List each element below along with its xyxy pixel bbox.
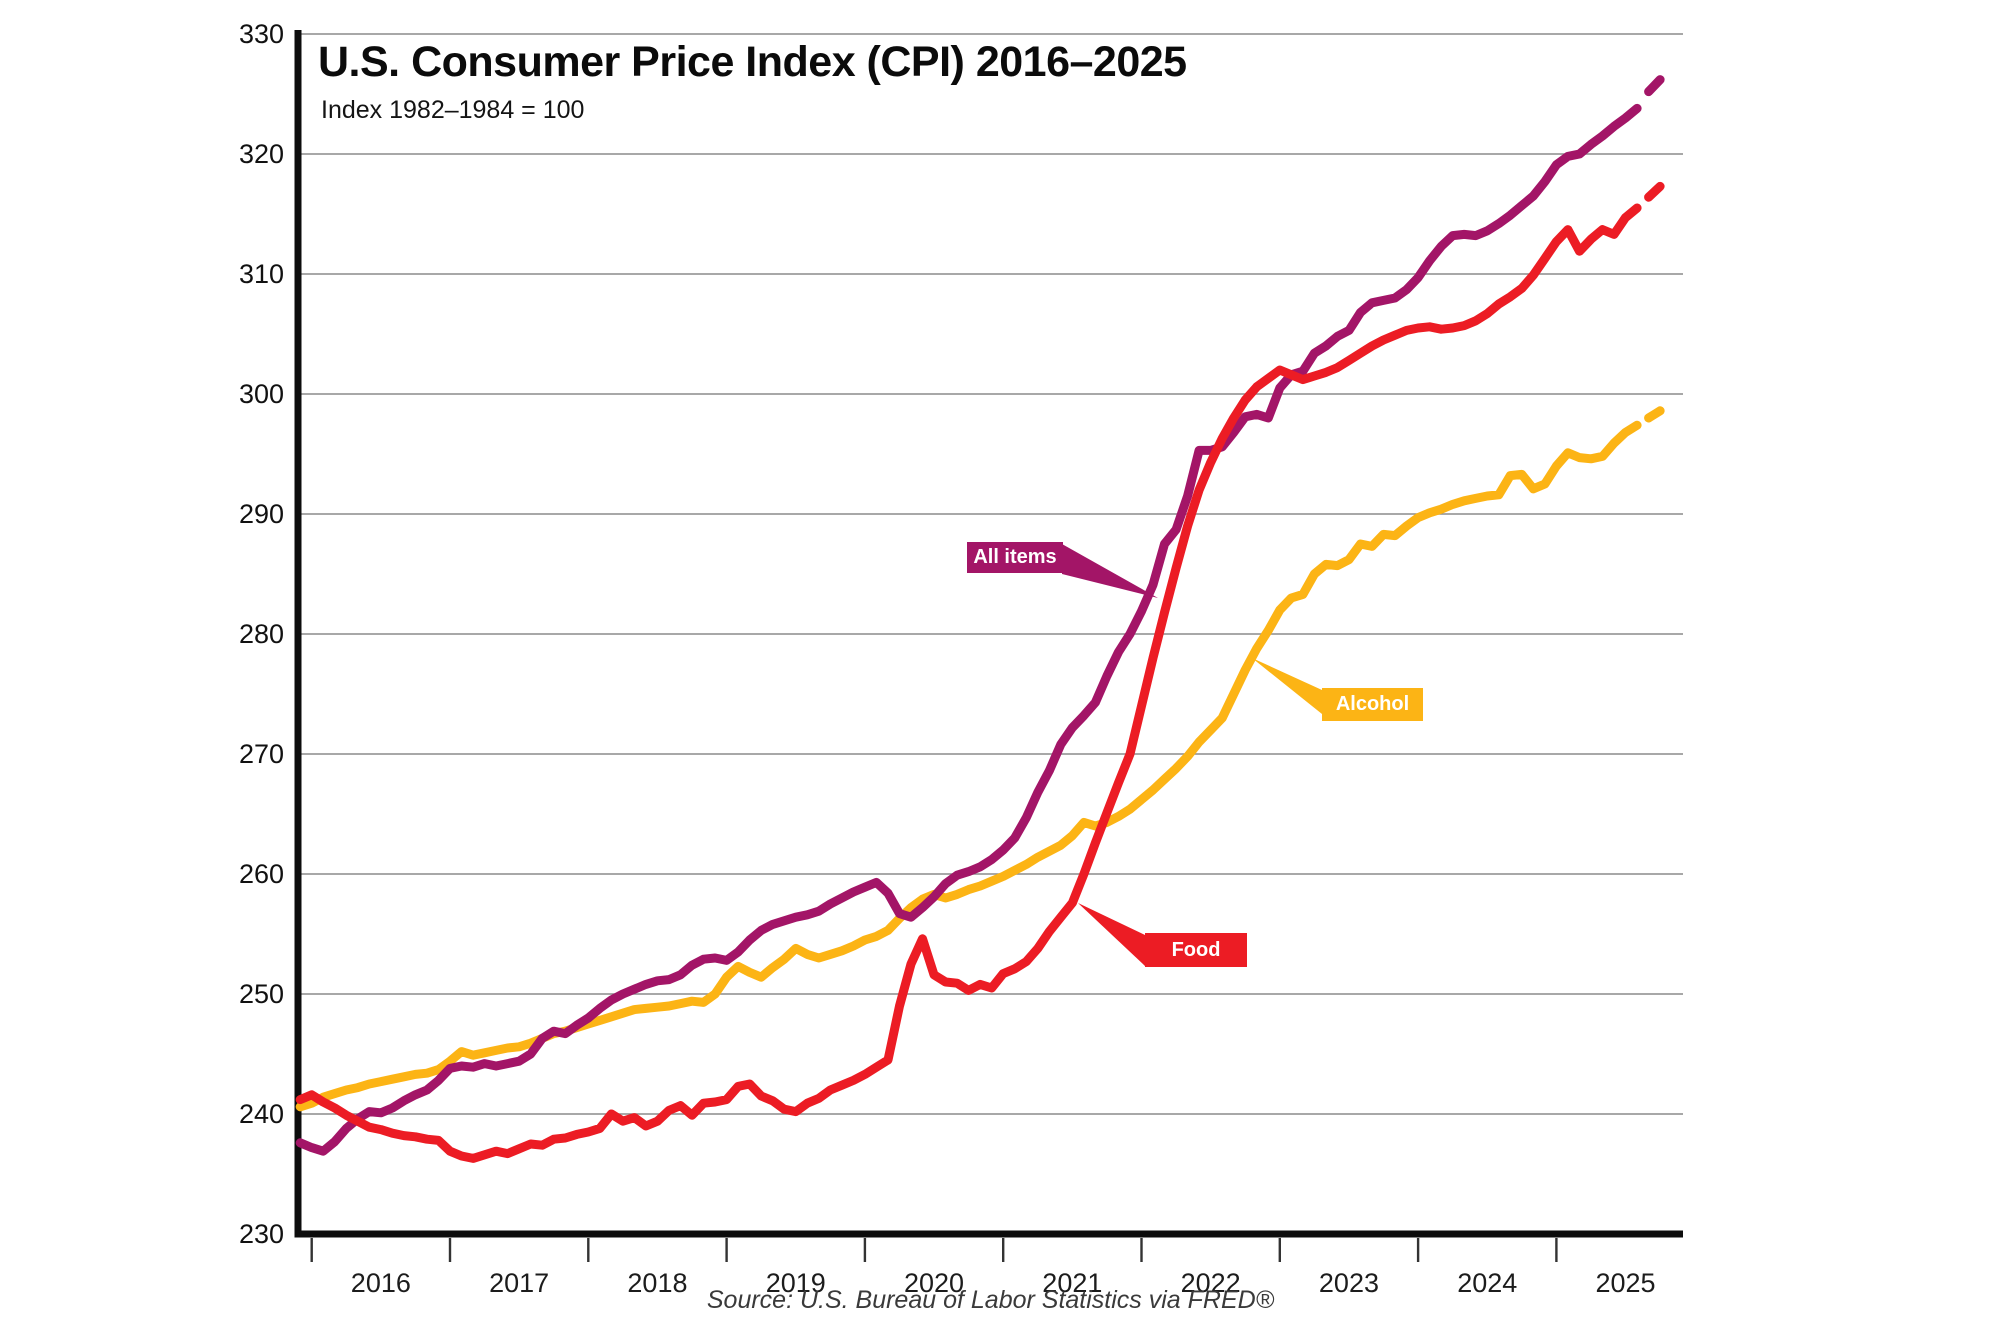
- x-axis-label-2020: 2020: [904, 1268, 964, 1298]
- food-line: [295, 203, 1642, 1163]
- food-callout-pointer: [1078, 903, 1145, 966]
- y-axis-label-330: 330: [239, 19, 284, 49]
- x-axis-label-2019: 2019: [766, 1268, 826, 1298]
- chart-title: U.S. Consumer Price Index (CPI) 2016–202…: [318, 38, 1187, 86]
- food-line-dash: [1644, 181, 1665, 202]
- series-label-alcohol: Alcohol: [1322, 688, 1423, 721]
- y-axis-label-300: 300: [239, 379, 284, 409]
- y-axis-label-320: 320: [239, 139, 284, 169]
- alcohol-line-dash: [1644, 406, 1665, 423]
- x-axis-label-2024: 2024: [1457, 1268, 1517, 1298]
- y-axis-label-250: 250: [239, 979, 284, 1009]
- y-axis-label-290: 290: [239, 499, 284, 529]
- all-items-line: [295, 103, 1642, 1156]
- alcohol-line: [295, 420, 1642, 1112]
- x-axis-label-2022: 2022: [1181, 1268, 1241, 1298]
- all-items-line-dash: [1644, 75, 1665, 97]
- source-note: Source: U.S. Bureau of Labor Statistics …: [706, 1286, 1275, 1314]
- series-label-all-items: All items: [967, 542, 1063, 573]
- x-axis-label-2018: 2018: [627, 1268, 687, 1298]
- y-axis-label-280: 280: [239, 619, 284, 649]
- x-axis-label-2017: 2017: [489, 1268, 549, 1298]
- y-axis-label-260: 260: [239, 859, 284, 889]
- x-axis-label-2016: 2016: [351, 1268, 411, 1298]
- x-axis-label-2021: 2021: [1042, 1268, 1102, 1298]
- y-axis-label-230: 230: [239, 1219, 284, 1249]
- x-axis-label-2025: 2025: [1596, 1268, 1656, 1298]
- series-label-food: Food: [1145, 933, 1247, 967]
- alcohol-callout-pointer: [1252, 658, 1322, 714]
- all-items-callout-pointer: [1062, 544, 1158, 598]
- y-axis-label-310: 310: [239, 259, 284, 289]
- y-axis-label-240: 240: [239, 1099, 284, 1129]
- chart-subtitle: Index 1982–1984 = 100: [321, 96, 585, 124]
- y-axis-label-270: 270: [239, 739, 284, 769]
- x-axis-label-2023: 2023: [1319, 1268, 1379, 1298]
